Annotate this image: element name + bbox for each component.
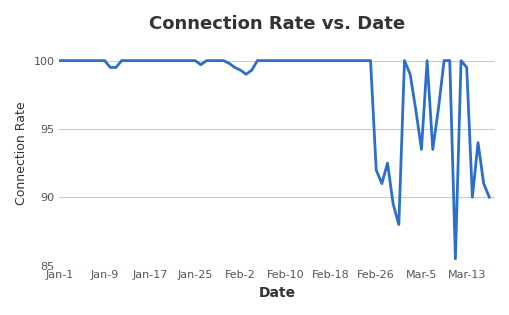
Y-axis label: Connection Rate: Connection Rate bbox=[15, 101, 28, 205]
Title: Connection Rate vs. Date: Connection Rate vs. Date bbox=[149, 15, 405, 33]
X-axis label: Date: Date bbox=[258, 286, 295, 300]
